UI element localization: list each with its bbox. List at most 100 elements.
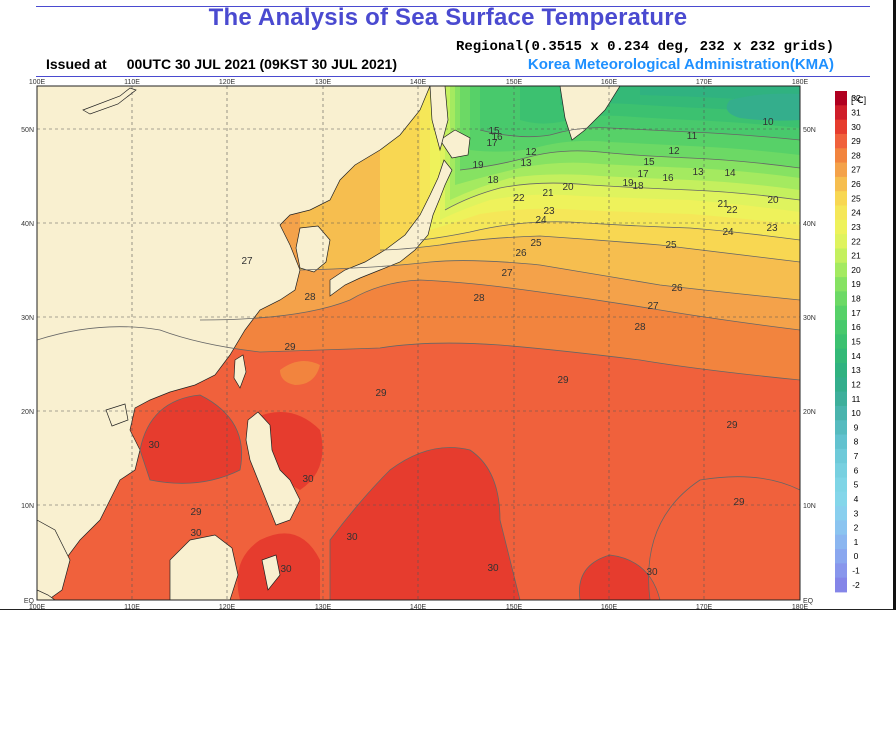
isotherm-label: 21 (542, 188, 554, 199)
colorbar-swatch (835, 377, 847, 392)
isotherm-label: 29 (557, 375, 569, 386)
isotherm-label: 20 (562, 182, 574, 193)
isotherm-label: 28 (473, 293, 485, 304)
contour-labels: 1011121213131415151616171718181919202021… (148, 117, 779, 578)
longitude-label: 150E (506, 604, 523, 611)
colorbar-label: 11 (852, 394, 861, 404)
isotherm-label: 28 (304, 292, 316, 303)
latitude-label: 10N (803, 503, 816, 510)
latitude-labels-left: EQ 10N 20N 30N 40N 50N (21, 127, 34, 605)
figure-right-edge (893, 0, 896, 610)
latitude-label: 40N (803, 221, 816, 228)
latitude-labels-right: EQ 10N 20N 30N 40N 50N (803, 127, 816, 605)
latitude-label: 50N (803, 127, 816, 134)
longitude-label: 170E (696, 79, 713, 86)
isotherm-label: 24 (722, 227, 734, 238)
colorbar-label: 25 (851, 193, 861, 203)
latitude-label: 30N (21, 315, 34, 322)
longitude-label: 110E (124, 604, 140, 611)
colorbar-label: 8 (854, 437, 859, 447)
issued-time: 00UTC 30 JUL 2021 (09KST 30 JUL 2021) (126, 56, 397, 72)
isotherm-label: 25 (665, 240, 677, 251)
colorbar-swatch (835, 362, 847, 378)
isotherm-label: 22 (726, 205, 738, 216)
grid-resolution-text: Regional(0.3515 x 0.234 deg, 232 x 232 g… (455, 39, 834, 55)
isotherm-label: 25 (530, 238, 542, 249)
isotherm-label: 28 (634, 322, 646, 333)
latitude-label: 10N (21, 503, 34, 510)
colorbar-label: 16 (851, 322, 861, 332)
isotherm-label: 27 (241, 256, 253, 267)
colorbar-label: 19 (851, 279, 861, 289)
colorbar-swatch (835, 148, 847, 163)
isotherm-label: 30 (148, 440, 160, 451)
isotherm-label: 26 (515, 248, 527, 259)
isotherm-label: 23 (766, 223, 778, 234)
colorbar-label: 18 (851, 294, 861, 304)
longitude-label: 160E (601, 604, 618, 611)
isotherm-label: 30 (190, 528, 202, 539)
isotherm-label: 16 (662, 173, 674, 184)
latitude-label: 50N (21, 127, 34, 134)
lat-lon-grid (37, 86, 800, 600)
colorbar-swatch (835, 577, 847, 593)
colorbar-label: 27 (851, 165, 861, 175)
colorbar-swatch (835, 205, 847, 221)
isotherm-label: 13 (520, 158, 532, 169)
longitude-label: 140E (410, 79, 427, 86)
figure-bottom-rule (0, 609, 896, 610)
longitude-label: 170E (696, 604, 713, 611)
colorbar-swatch (835, 176, 847, 192)
longitude-label: 100E (29, 79, 46, 86)
isotherm-label: 27 (647, 301, 659, 312)
colorbar-label: 14 (851, 351, 861, 361)
isotherm-label: 19 (622, 178, 634, 189)
colorbar-unit: [℃] (851, 95, 866, 105)
latitude-label: 20N (803, 409, 816, 416)
colorbar-swatch (835, 262, 847, 278)
colorbar-label: 23 (851, 222, 861, 232)
longitude-label: 100E (29, 604, 46, 611)
colorbar-swatch (835, 463, 847, 478)
colorbar-swatch (835, 291, 847, 307)
latitude-label: EQ (803, 598, 814, 605)
land-masses (37, 86, 621, 600)
isotherm-label: 29 (733, 497, 745, 508)
isotherm-label: 30 (280, 564, 292, 575)
colorbar-swatch (835, 162, 847, 178)
colorbar-swatch (835, 563, 847, 579)
longitude-label: 120E (219, 604, 236, 611)
longitude-label: 180E (792, 79, 809, 86)
plot-frame (36, 85, 801, 601)
issued-label: Issued at (46, 56, 107, 72)
isotherm-label: 18 (632, 181, 644, 192)
header-rule-bottom (36, 76, 870, 77)
agency-name: Korea Meteorological Administration(KMA) (527, 56, 834, 73)
colorbar-swatch (835, 91, 847, 106)
colorbar-label: 7 (854, 451, 859, 461)
colorbar-swatch (835, 277, 847, 292)
colorbar-label: 3 (854, 508, 859, 518)
colorbar-label: 17 (851, 308, 861, 318)
colorbar-label: 15 (851, 337, 861, 347)
isotherm-label: 26 (671, 283, 683, 294)
colorbar-swatch (835, 391, 847, 407)
colorbar-label: 13 (851, 365, 861, 375)
colorbar-label: -2 (852, 580, 860, 590)
colorbar-label: 29 (851, 136, 861, 146)
colorbar-label: 26 (851, 179, 861, 189)
isotherm-label: 12 (525, 147, 537, 158)
isotherm-label: 11 (687, 131, 698, 142)
colorbar-swatch (835, 334, 847, 350)
longitude-label: 110E (124, 79, 140, 86)
colorbar-swatch (835, 506, 847, 521)
isotherm-label: 17 (486, 138, 498, 149)
isotherm-label: 24 (535, 215, 547, 226)
longitude-labels-top: 100E 110E 120E 130E 140E 150E 160E 170E 180E (29, 79, 809, 86)
colorbar-label: 0 (854, 551, 859, 561)
colorbar-label: 10 (851, 408, 861, 418)
latitude-label: 40N (21, 221, 34, 228)
colorbar-swatch (835, 448, 847, 464)
colorbar-label: 28 (851, 150, 861, 160)
colorbar-label: 6 (854, 465, 859, 475)
